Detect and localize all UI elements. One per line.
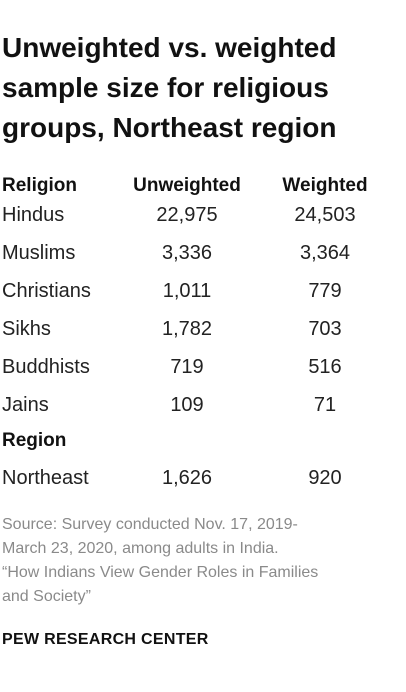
table-cell: 3,336 bbox=[161, 242, 213, 264]
source-line: and Society” bbox=[2, 588, 91, 605]
table-cell: 719 bbox=[170, 356, 204, 378]
table-cell: 920 bbox=[308, 467, 342, 489]
row-label: Jains bbox=[2, 394, 49, 416]
source-line: “How Indians View Gender Roles in Famili… bbox=[2, 564, 319, 581]
table-cell: 703 bbox=[308, 318, 342, 340]
row-label: Sikhs bbox=[2, 318, 51, 340]
row-label: Hindus bbox=[2, 204, 65, 226]
source-line: March 23, 2020, among adults in India. bbox=[2, 540, 279, 557]
row-label: Buddhists bbox=[2, 356, 90, 378]
table-cell: 109 bbox=[170, 394, 204, 416]
title-line: sample size for religious bbox=[2, 72, 329, 103]
footer: PEW RESEARCH CENTER bbox=[2, 631, 209, 648]
column-header: Religion bbox=[2, 175, 77, 196]
table-cell: 24,503 bbox=[294, 204, 356, 226]
column-header: Weighted bbox=[282, 175, 368, 196]
source-line: Source: Survey conducted Nov. 17, 2019- bbox=[2, 516, 298, 533]
table-cell: 1,782 bbox=[161, 318, 213, 340]
table-cell: 516 bbox=[308, 356, 342, 378]
title-line: groups, Northeast region bbox=[2, 112, 337, 143]
table-cell: 22,975 bbox=[156, 204, 218, 226]
row-label: Northeast bbox=[2, 467, 89, 489]
row-label: Christians bbox=[2, 280, 91, 302]
title-line: Unweighted vs. weighted bbox=[2, 32, 337, 63]
row-label: Muslims bbox=[2, 242, 76, 264]
table-cell: 71 bbox=[313, 394, 337, 416]
column-header: Unweighted bbox=[133, 175, 241, 196]
table-cell: 3,364 bbox=[299, 242, 351, 264]
table-cell: 779 bbox=[308, 280, 342, 302]
table-cell: 1,626 bbox=[161, 467, 213, 489]
section-header: Region bbox=[2, 430, 67, 451]
table-cell: 1,011 bbox=[162, 280, 212, 302]
